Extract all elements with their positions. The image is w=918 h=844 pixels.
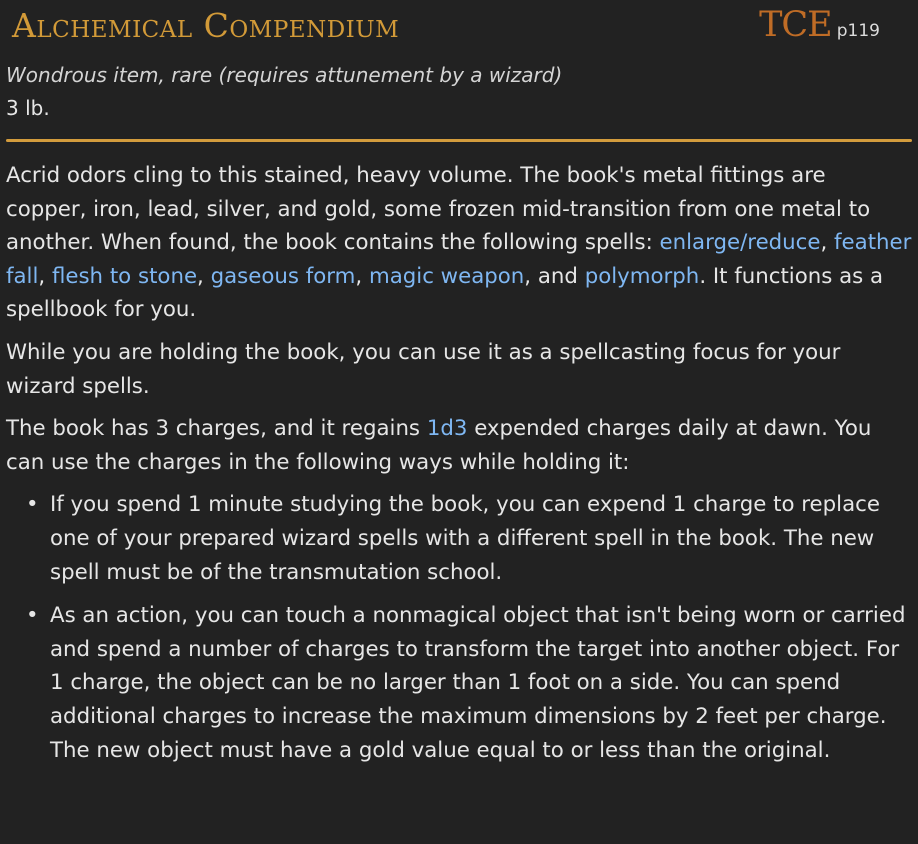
header-divider bbox=[6, 139, 912, 142]
source-reference[interactable]: TCE p119 bbox=[759, 4, 880, 52]
bullet-icon: • bbox=[26, 603, 39, 629]
item-header: Alchemical Compendium TCE p119 bbox=[6, 0, 912, 46]
separator: , bbox=[820, 230, 835, 256]
separator: , bbox=[197, 263, 211, 289]
separator: , bbox=[355, 263, 369, 289]
source-page: p119 bbox=[836, 21, 880, 41]
item-type-rarity: Wondrous item, rare (requires attunement… bbox=[6, 63, 563, 87]
item-description: Acrid odors cling to this stained, heavy… bbox=[6, 159, 912, 767]
list-item: • If you spend 1 minute studying the book… bbox=[6, 488, 912, 589]
list-item-text: As an action, you can touch a nonmagical… bbox=[50, 603, 906, 763]
list-item-text: If you spend 1 minute studying the book,… bbox=[50, 492, 880, 585]
item-title: Alchemical Compendium bbox=[12, 6, 400, 45]
spell-link-enlarge-reduce[interactable]: enlarge/reduce bbox=[659, 230, 821, 256]
item-weight: 3 lb. bbox=[6, 96, 50, 120]
charge-uses-list: • If you spend 1 minute studying the book… bbox=[6, 488, 912, 767]
spell-link-feather-fall[interactable]: feather fall bbox=[6, 230, 912, 289]
charges-usage-text: expended charges daily at dawn. You can … bbox=[6, 416, 872, 475]
dice-roll-link[interactable]: 1d3 bbox=[426, 416, 468, 442]
spell-link-gaseous-form[interactable]: gaseous form bbox=[210, 263, 356, 289]
description-paragraph-2: While you are holding the book, you can … bbox=[6, 339, 841, 399]
spell-link-flesh-to-stone[interactable]: flesh to stone bbox=[51, 263, 198, 289]
separator: , bbox=[38, 263, 52, 289]
description-paragraph-1: Acrid odors cling to this stained, heavy… bbox=[6, 159, 912, 327]
bullet-icon: • bbox=[26, 492, 39, 518]
separator-and: , and bbox=[524, 263, 585, 289]
source-abbreviation[interactable]: TCE bbox=[759, 5, 833, 45]
spell-link-polymorph[interactable]: polymorph bbox=[584, 263, 700, 289]
description-paragraph-3: The book has 3 charges, and it regains 1… bbox=[6, 412, 912, 479]
list-item: • As an action, you can touch a nonmagica… bbox=[6, 599, 912, 767]
intro-text: Acrid odors cling to this stained, heavy… bbox=[6, 163, 871, 256]
charges-text: The book has 3 charges, and it regains bbox=[6, 416, 427, 442]
outro-text: . It functions as a spellbook for you. bbox=[6, 263, 884, 323]
spell-link-magic-weapon[interactable]: magic weapon bbox=[368, 263, 525, 289]
